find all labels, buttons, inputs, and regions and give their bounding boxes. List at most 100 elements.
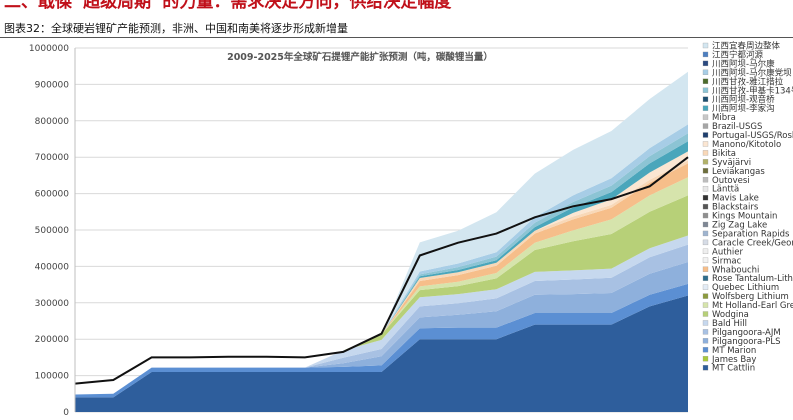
legend-label: Rose Tantalum-Lithium	[712, 274, 793, 284]
legend-label: Wodgina	[712, 310, 749, 320]
legend-label: Brazil-USGS	[712, 122, 762, 132]
legend-label: Caracle Creek/Georgia Lake	[712, 238, 793, 248]
legend-swatch	[702, 150, 709, 156]
legend-label: 川西阿坝-观音桥	[712, 94, 775, 105]
legend-label: 川西阿坝-马尔康党坝	[712, 67, 792, 78]
legend-label: Länttä	[712, 185, 739, 195]
legend-label: Bikita	[712, 149, 736, 159]
legend-label: Separation Rapids	[712, 229, 790, 239]
legend-swatch	[702, 123, 709, 129]
legend-swatch	[702, 257, 709, 263]
legend-label: 川西甘孜-甲基卡134号	[712, 85, 793, 96]
area-series-4	[75, 244, 688, 395]
area-series-5	[75, 235, 688, 395]
legend-swatch	[702, 212, 709, 219]
y-tick-label: 200000	[35, 335, 70, 345]
y-tick-label: 500000	[35, 226, 70, 236]
legend-label: Syväjärvi	[712, 158, 751, 168]
section-header-text: 二、戢傑“超级周期”的力量：需求决定方向，供给决定幅度	[4, 0, 452, 12]
legend-label: MT Marion	[712, 346, 756, 356]
legend-label: Sirmac	[712, 256, 742, 266]
legend-swatch	[702, 275, 709, 281]
legend-swatch	[702, 329, 709, 335]
legend-swatch	[702, 186, 709, 192]
legend-swatch	[702, 203, 709, 210]
legend-label: James Bay	[711, 355, 756, 365]
legend-label: 川西甘孜-雅江措拉	[712, 76, 784, 87]
legend-swatch	[702, 239, 709, 246]
area-series-group	[75, 71, 688, 412]
y-tick-label: 600000	[35, 190, 70, 200]
legend-swatch	[702, 293, 709, 299]
legend-label: Leviäkangas	[712, 167, 765, 177]
legend-label: Bald Hill	[712, 319, 747, 329]
y-tick-label: 0	[63, 408, 69, 418]
section-header: 二、戢傑“超级周期”的力量：需求决定方向，供给决定幅度	[0, 0, 793, 14]
legend-label: Mavis Lake	[712, 194, 759, 204]
y-tick-label: 400000	[35, 262, 70, 272]
legend-swatch	[702, 194, 709, 201]
legend-swatch	[702, 338, 709, 344]
legend-label: Manono/Kitotolo	[712, 140, 781, 150]
legend-swatch	[702, 60, 709, 67]
chart-title: 2009-2025年全球矿石提锂产能扩张预测（吨，碳酸锂当量）	[227, 51, 493, 63]
legend-swatch	[702, 159, 709, 165]
legend-label: Pilgangoora-AJM	[712, 328, 781, 338]
legend-label: Blackstairs	[712, 203, 759, 213]
legend-swatch	[702, 114, 709, 120]
legend-swatch	[702, 96, 709, 102]
legend-label: Whabouchi	[712, 265, 759, 275]
legend-label: Wolfsberg Lithium	[712, 292, 789, 302]
legend-swatch	[702, 132, 709, 138]
legend-label: Kings Mountain	[712, 212, 777, 222]
area-series-3	[75, 262, 688, 395]
total-line-group	[74, 156, 689, 385]
legend-label: 江西宁都河源	[712, 49, 764, 60]
legend-label: 江西宜春周边整体	[712, 41, 781, 52]
legend-label: 川西阿坝-马尔康	[712, 58, 775, 69]
legend-swatch	[702, 266, 709, 272]
legend-label: Quebec Lithium	[712, 283, 779, 293]
legend-swatch	[702, 51, 709, 58]
legend-label: 川西阿坝-李家沟	[712, 103, 775, 114]
legend-swatch	[702, 347, 709, 353]
legend-swatch	[702, 42, 709, 49]
figure-caption: 图表32：全球硬岩锂矿产能预测，非洲、中国和南美将逐步形成新增量	[4, 22, 348, 35]
legend-swatch	[702, 105, 709, 111]
legend-swatch	[702, 248, 709, 255]
total-capacity-line	[74, 156, 689, 385]
y-tick-label: 1000000	[29, 44, 69, 54]
legend-label: Mibra	[712, 113, 736, 123]
area-series-2	[75, 283, 688, 398]
legend-label: MT Cattlin	[712, 364, 755, 374]
legend-swatch	[702, 320, 709, 326]
legend-swatch	[702, 78, 709, 84]
legend-label: Outovesi	[712, 176, 750, 186]
legend-swatch	[702, 365, 709, 371]
y-tick-label: 700000	[35, 153, 70, 163]
legend-swatch	[702, 141, 709, 147]
legend-swatch	[702, 168, 709, 174]
legend-swatch	[702, 69, 709, 76]
legend-label: Mt Holland-Earl Grey	[712, 301, 793, 311]
legend-swatch	[702, 221, 709, 228]
legend-swatch	[702, 284, 709, 290]
legend-swatch	[702, 230, 709, 237]
stacked-area-chart: 0 100000 200000 300000 400000 500000 600000 700…	[29, 41, 793, 419]
y-axis: 0 100000 200000 300000 400000 500000 600000 700…	[29, 44, 76, 418]
y-tick-label: 100000	[35, 372, 70, 382]
legend: 江西宜春周边整体江西宁都河源川西阿坝-马尔康川西阿坝-马尔康党坝川西甘孜-雅江措…	[702, 41, 793, 374]
legend-label: Portugal-USGS/Rosl	[712, 131, 793, 141]
area-series-0	[75, 295, 688, 412]
caption-divider	[0, 37, 793, 38]
y-tick-label: 800000	[35, 117, 70, 127]
legend-swatch	[702, 177, 709, 183]
y-tick-label: 900000	[35, 80, 70, 90]
legend-label: Zig Zag Lake	[712, 221, 767, 231]
legend-swatch	[702, 311, 709, 317]
legend-swatch	[702, 87, 709, 93]
legend-swatch	[702, 356, 709, 362]
legend-swatch	[702, 302, 709, 308]
legend-label: Pilgangoora-PLS	[712, 337, 780, 347]
legend-label: Authier	[712, 247, 744, 257]
